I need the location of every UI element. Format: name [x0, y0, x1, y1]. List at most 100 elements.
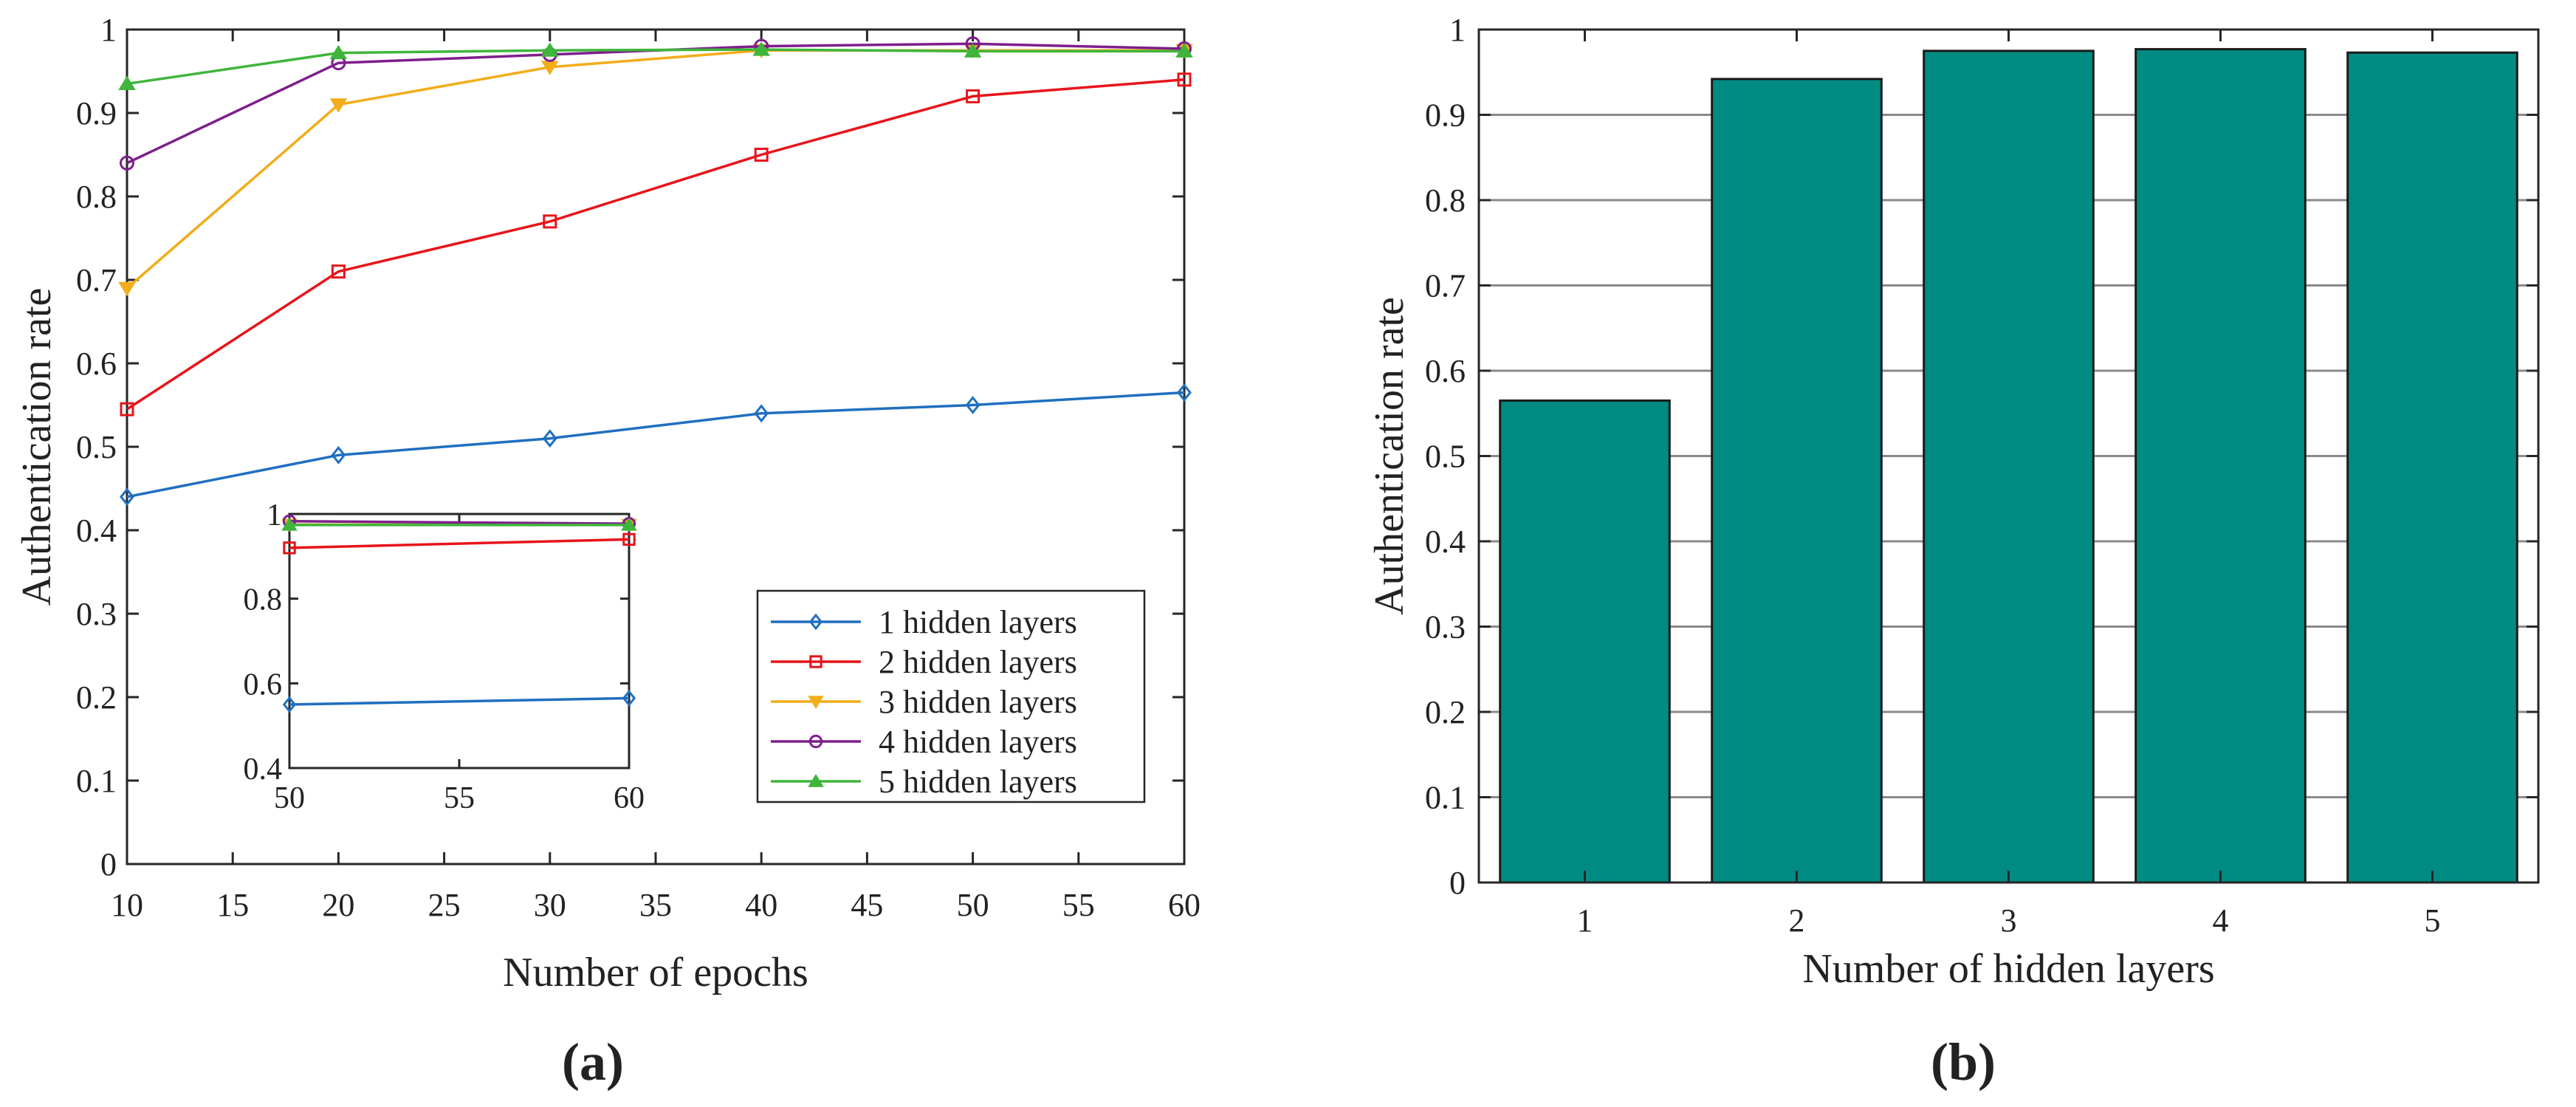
- y-tick-label: 0.1: [1425, 780, 1466, 816]
- y-tick-label: 1: [1449, 12, 1466, 48]
- y-tick-label: 0.5: [1425, 439, 1466, 475]
- data-point: [1177, 383, 1192, 402]
- inset-plot-area: [288, 513, 631, 770]
- panel-b-bar-chart: 0 0.1 0.2 0.3 0.4 0.5 0.6 0.7 0.8 0.9 1 1 2 3 4 5 Number…: [1367, 12, 2540, 992]
- data-point: [329, 44, 348, 60]
- y-tick-label: 0.2: [76, 679, 117, 716]
- x-tick-label: 30: [534, 887, 566, 923]
- x-axis-b: 1 2 3 4 5: [1577, 30, 2441, 939]
- x-tick-label: 60: [1168, 887, 1201, 923]
- data-point: [543, 214, 557, 229]
- series-line: [120, 72, 1192, 417]
- inset-series-path: [289, 538, 630, 549]
- data-point: [964, 43, 982, 58]
- data-point: [120, 402, 134, 417]
- inset-x-tick-label: 50: [274, 781, 305, 815]
- data-point: [118, 75, 136, 90]
- legend-marker: [808, 773, 824, 787]
- data-point: [542, 429, 557, 448]
- bars-b: [1499, 48, 2518, 884]
- inset-data-point: [622, 532, 636, 546]
- y-axis-title-b: Authentication rate: [1367, 297, 1412, 615]
- inset-x-tick-label: 60: [614, 781, 645, 815]
- x-tick-label: 3: [2001, 902, 2017, 939]
- data-point: [118, 281, 136, 297]
- legend-item: 4 hidden layers: [771, 724, 1077, 760]
- series-group-a: [118, 36, 1193, 507]
- x-tick-label: 50: [957, 887, 989, 923]
- y-tick-label: 0.5: [76, 429, 117, 465]
- legend-marker: [809, 655, 822, 668]
- y-tick-label: 0.7: [1425, 268, 1466, 304]
- data-point: [120, 155, 134, 171]
- legend-label: 2 hidden layers: [879, 644, 1077, 680]
- x-tick-label: 40: [745, 887, 777, 923]
- series-path: [126, 78, 1185, 411]
- x-tick-label: 15: [216, 887, 249, 923]
- data-point: [1177, 72, 1192, 87]
- x-tick-label: 1: [1577, 902, 1593, 939]
- data-point: [754, 404, 769, 423]
- legend-item: 5 hidden layers: [771, 764, 1077, 800]
- bar: [1499, 399, 1671, 884]
- data-point: [329, 98, 348, 113]
- data-point: [752, 41, 770, 56]
- panel-a-line-chart: 0 0.1 0.2 0.3 0.4 0.5 0.6 0.7 0.8 0.9 1 10 15 20 25 30 3…: [14, 12, 1201, 995]
- series-line: [120, 383, 1192, 507]
- legend-label: 5 hidden layers: [879, 764, 1077, 800]
- y-tick-label: 0.6: [1425, 353, 1466, 389]
- inset-y-tick-label: 1: [267, 498, 282, 532]
- legend-label: 4 hidden layers: [879, 724, 1077, 760]
- y-tick-label: 1: [100, 12, 117, 48]
- y-tick-label: 0.7: [76, 262, 117, 298]
- y-tick-label: 0.9: [1425, 97, 1466, 134]
- x-tick-label: 35: [639, 887, 672, 923]
- legend-label: 1 hidden layers: [879, 604, 1077, 640]
- legend-item: 2 hidden layers: [771, 644, 1077, 680]
- y-tick-label: 0.3: [1425, 609, 1466, 645]
- panel-a-label: (a): [562, 1032, 624, 1091]
- x-axis-title-a: Number of epochs: [503, 950, 808, 995]
- inset-y-tick-label: 0.8: [244, 583, 283, 617]
- series-path: [126, 48, 1184, 86]
- inset-data-point: [281, 517, 298, 531]
- bar: [2346, 51, 2518, 884]
- legend-item: 3 hidden layers: [771, 684, 1077, 720]
- inset-data-point: [282, 696, 297, 713]
- data-point: [966, 89, 980, 103]
- data-point: [331, 445, 346, 465]
- inset-series-line: [283, 532, 636, 555]
- data-point: [541, 42, 559, 57]
- inset-series-path: [289, 696, 630, 706]
- series-path: [126, 391, 1185, 498]
- legend-item: 1 hidden layers: [771, 604, 1077, 640]
- inset-x-tick-label: 55: [444, 781, 475, 815]
- legend-a: 1 hidden layers 2 hidden layers 3 hidden l…: [756, 589, 1146, 803]
- data-point: [1175, 43, 1193, 58]
- y-tick-label: 0.8: [76, 179, 117, 215]
- inset-series-line: [281, 517, 637, 531]
- inset-series-line: [282, 689, 636, 713]
- x-tick-label: 45: [851, 887, 883, 923]
- y-tick-label: 0.8: [1425, 182, 1466, 219]
- x-tick-label: 4: [2213, 902, 2229, 939]
- x-tick-label: 20: [322, 887, 354, 923]
- bar: [2134, 48, 2307, 884]
- inset-chart: 0.4 0.6 0.8 1 50 55 60: [244, 498, 645, 815]
- y-tick-label: 0.4: [1425, 524, 1466, 560]
- bar: [1711, 78, 1883, 884]
- x-tick-label: 25: [428, 887, 461, 923]
- series-line: [118, 41, 1193, 90]
- panel-b-label: (b): [1931, 1032, 1996, 1091]
- bar: [1923, 49, 2095, 884]
- y-axis-title-a: Authentication rate: [14, 288, 60, 606]
- legend-marker: [808, 613, 823, 631]
- y-tick-label: 0.1: [76, 763, 117, 799]
- inset-series-path: [289, 519, 630, 525]
- y-axis-a: 0 0.1 0.2 0.3 0.4 0.5 0.6 0.7 0.8 0.9 1: [76, 12, 1184, 882]
- data-point: [754, 148, 769, 162]
- x-tick-label: 5: [2425, 902, 2441, 939]
- legend-marker: [808, 696, 824, 710]
- inset-y-tick-label: 0.4: [244, 753, 283, 786]
